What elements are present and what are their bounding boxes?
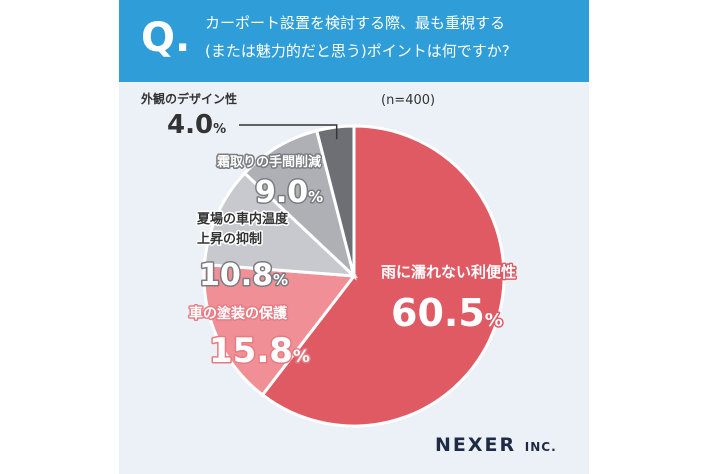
slice-value-4: 9.0% [255,175,323,210]
leader-line-5 [239,124,338,140]
brand-logo: NEXER INC. [435,434,557,456]
slice-value-5: 4.0% [167,110,226,140]
question-text-line-2: (または魅力的だと思う)ポイントは何ですか? [205,42,510,60]
brand-name: NEXER [435,434,517,456]
survey-card: Q. カーポート設置を検討する際、最も重視する (または魅力的だと思う)ポイント… [119,0,589,474]
pie-slice-3 [202,171,359,278]
slice-label-4: 霜取りの手間削減 [216,154,321,170]
sample-size-note: (n=400) [381,93,435,108]
pie-slice-2 [202,262,357,397]
pie-slice-4 [242,128,357,281]
slice-value-1: 60.5% [391,291,503,335]
slice-value-3: 10.8% [199,258,288,293]
brand-suffix: INC. [524,440,557,454]
slice-label-2: 車の塗装の保護 [189,305,288,322]
pie-slice-1 [260,124,506,428]
question-mark: Q. [141,15,191,61]
question-header: Q. カーポート設置を検討する際、最も重視する (または魅力的だと思う)ポイント… [119,0,589,82]
slice-label-5: 外観のデザイン性 [141,91,237,106]
slice-value-2: 15.8% [209,331,310,371]
question-text-line-1: カーポート設置を検討する際、最も重視する [205,14,506,32]
slice-label-3-line-1: 夏場の車内温度 [196,211,289,227]
pie-slice-5 [314,124,356,277]
slice-label-3-line-2: 上昇の抑制 [197,231,262,247]
slice-label-1: 雨に濡れない利便性 [381,263,516,281]
